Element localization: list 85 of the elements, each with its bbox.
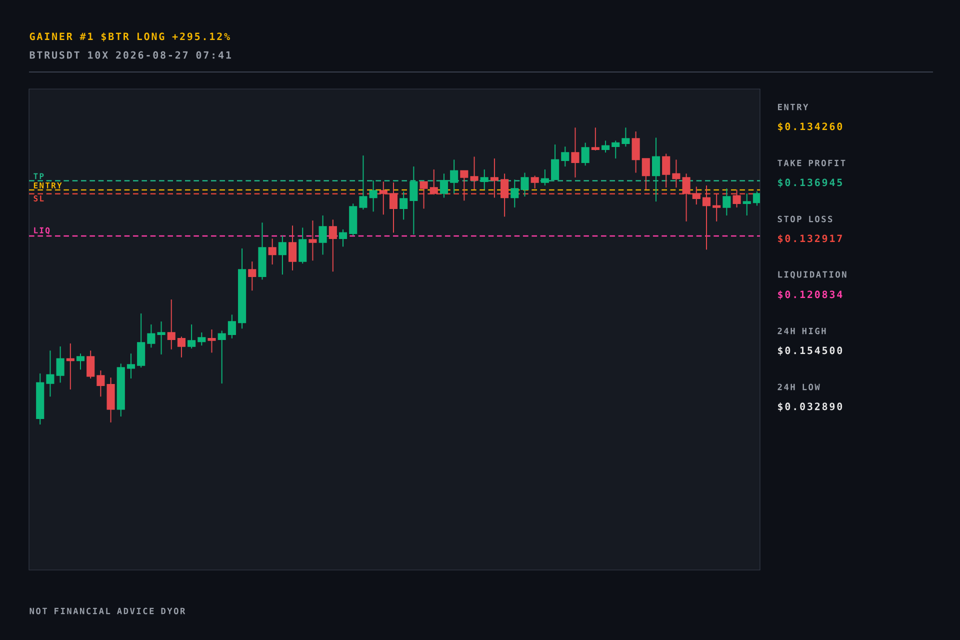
- candlestick: [188, 324, 196, 349]
- candlestick: [742, 193, 751, 216]
- ref-line-label: SL: [34, 195, 44, 202]
- text: $0.032890: [778, 402, 842, 412]
- candlestick: [622, 127, 630, 148]
- text: 24H LOW: [778, 384, 820, 390]
- ref-line-label: TP: [34, 173, 44, 180]
- candlestick: [410, 166, 418, 235]
- candlestick: [298, 227, 307, 264]
- candlestick: [157, 320, 166, 355]
- candlestick: [702, 184, 711, 250]
- candlestick: [198, 332, 206, 346]
- candlestick: [147, 324, 156, 348]
- candlestick: [520, 172, 529, 197]
- candlestick: [591, 127, 600, 151]
- ref-line-label: LIQ: [34, 227, 50, 234]
- text: $0.132917: [778, 234, 842, 244]
- candlestick: [389, 182, 398, 234]
- candlestick: [571, 127, 580, 178]
- candlestick: [126, 353, 136, 379]
- text: STOP LOSS: [778, 216, 832, 222]
- candlestick: [167, 299, 176, 350]
- chart-title: GAINER #1 $BTR LONG +295.12%: [30, 32, 230, 42]
- candlestick: [338, 228, 348, 248]
- candlestick: [450, 159, 458, 194]
- candlestick: [177, 336, 186, 358]
- candlestick: [440, 173, 448, 198]
- candlestick: [228, 314, 236, 339]
- text: TAKE PROFIT: [778, 160, 846, 166]
- text: $0.134260: [778, 122, 842, 132]
- text: $0.136945: [778, 178, 842, 188]
- candlestick: [662, 153, 670, 188]
- candlestick: [460, 170, 468, 202]
- candlestick: [86, 350, 95, 379]
- candlestick: [712, 193, 721, 222]
- candlestick: [722, 188, 731, 216]
- text: NOT FINANCIAL ADVICE DYOR: [30, 608, 186, 614]
- candlestick: [369, 180, 378, 212]
- candlestick: [400, 190, 408, 220]
- text: ENTRY: [778, 104, 808, 110]
- candlestick: [46, 350, 54, 398]
- candlestick: [632, 130, 640, 174]
- candlestick: [208, 329, 216, 354]
- candlestick: [642, 158, 650, 190]
- candlestick: [359, 155, 368, 210]
- candlestick: [328, 219, 337, 272]
- candlestick: [551, 144, 560, 180]
- candlestick: [561, 146, 570, 167]
- candlestick: [430, 168, 438, 196]
- candlestick: [318, 214, 327, 256]
- candlestick: [692, 186, 700, 205]
- candlestick: [76, 353, 85, 370]
- text: LIQUIDATION: [778, 271, 846, 279]
- text: $0.154500: [778, 346, 842, 356]
- candlestick: [510, 179, 519, 208]
- candlestick: [612, 140, 620, 159]
- chart-subtitle: BTRUSDT 10X 2026-08-27 07:41: [30, 51, 231, 59]
- candlestick: [470, 156, 478, 190]
- candlestick: [581, 142, 590, 166]
- candlestick: [379, 181, 388, 216]
- candlestick: [278, 235, 286, 276]
- candlestick: [682, 173, 690, 222]
- candlestick: [56, 346, 64, 384]
- candlestick: [490, 158, 498, 198]
- candlestick: [672, 159, 680, 188]
- candlestick: [500, 173, 509, 218]
- candlestick: [420, 181, 428, 210]
- candlestick: [530, 175, 539, 189]
- text: 24H HIGH: [778, 328, 826, 334]
- candlestick: [248, 261, 256, 292]
- candlestick: [308, 220, 317, 262]
- candlestick: [601, 140, 610, 154]
- candlestick: [752, 190, 760, 206]
- ref-line-label: ENTRY: [34, 182, 62, 188]
- candlestick: [96, 370, 105, 398]
- candlestick: [288, 225, 297, 271]
- candlestick: [268, 238, 276, 265]
- candlestick: [137, 312, 146, 368]
- candlestick: [652, 137, 660, 202]
- candlestick: [66, 342, 74, 390]
- text: $0.120834: [778, 290, 842, 300]
- candlestick: [218, 330, 226, 384]
- candlestick: [480, 168, 488, 190]
- candlestick: [540, 168, 549, 186]
- candlestick: [732, 189, 741, 208]
